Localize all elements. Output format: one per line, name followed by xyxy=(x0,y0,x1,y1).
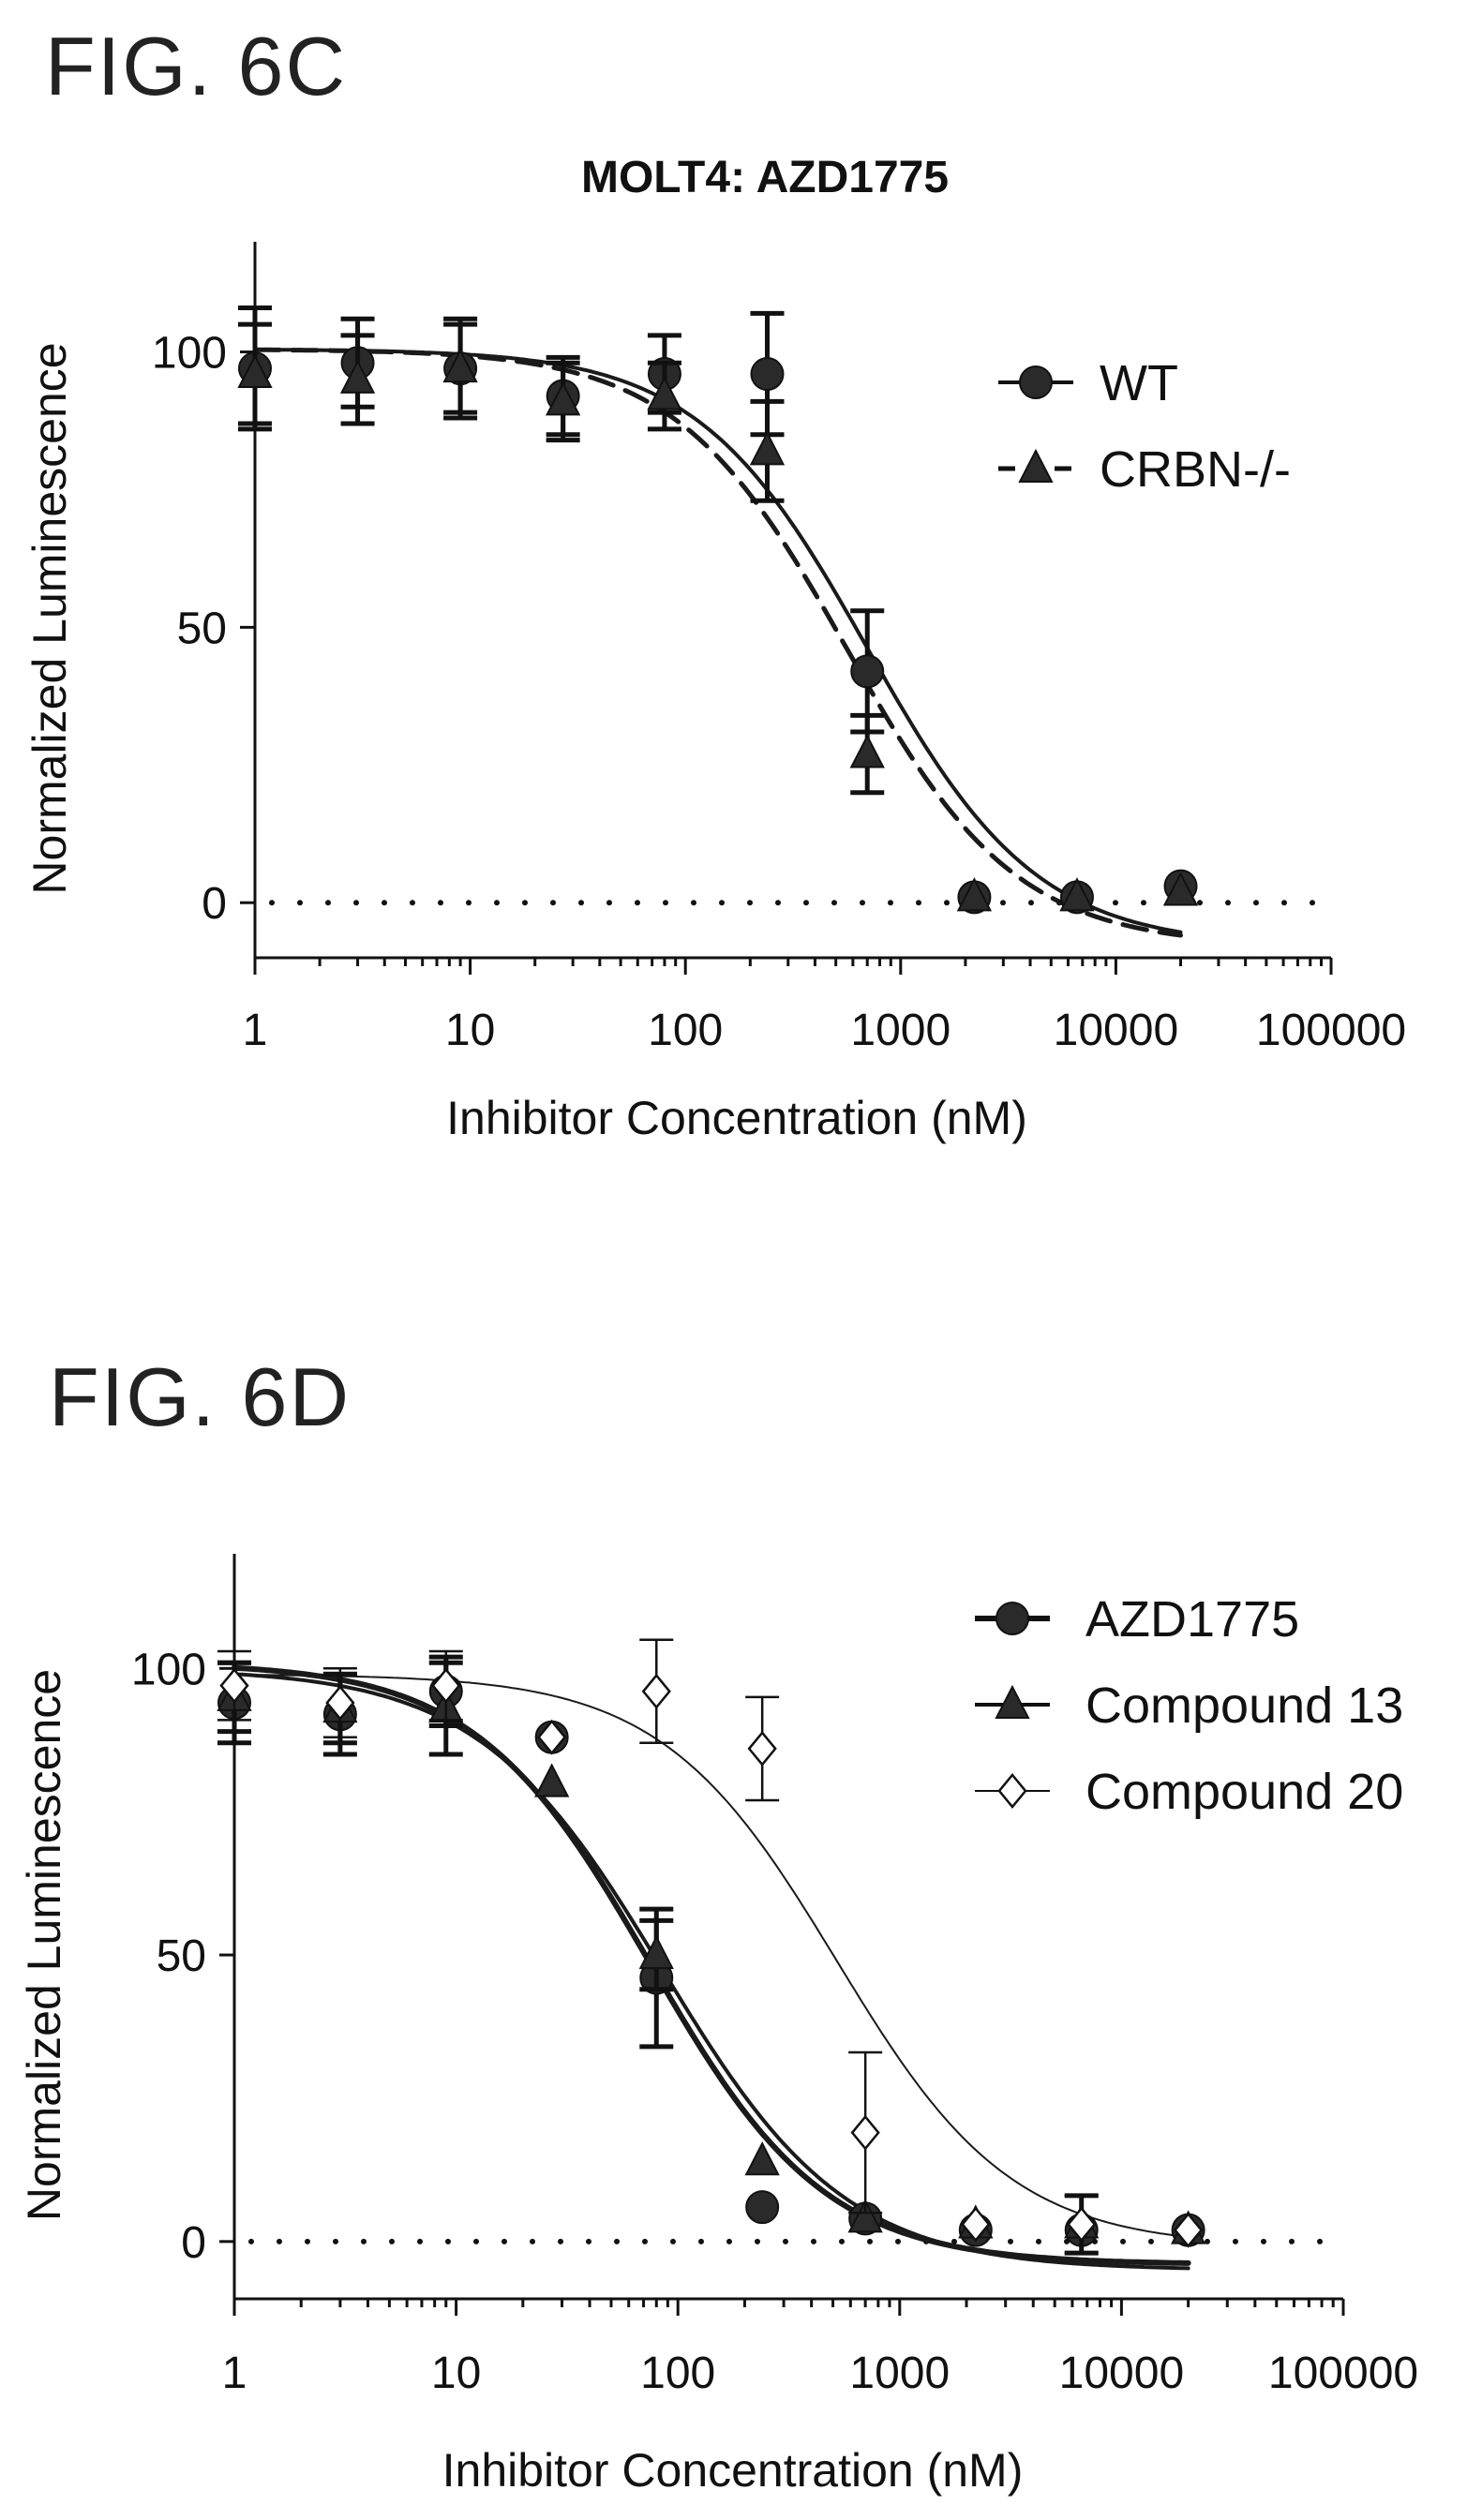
data-point-triangle xyxy=(638,1934,674,1970)
x-tick-label: 1 xyxy=(222,2349,247,2398)
legend-label: WT xyxy=(1100,355,1178,411)
data-point-diamond-open xyxy=(325,1685,355,1721)
x-tick-label: 10000 xyxy=(1054,1006,1178,1055)
legend-marker-triangle xyxy=(1018,448,1054,483)
x-tick-label: 10 xyxy=(445,1006,495,1055)
x-tick-label: 10 xyxy=(431,2349,481,2398)
y-tick-label: 100 xyxy=(152,329,227,379)
data-point-diamond-open xyxy=(961,2206,991,2243)
y-tick-label: 50 xyxy=(157,1931,206,1981)
data-point-triangle xyxy=(534,1763,570,1797)
data-point-triangle xyxy=(749,431,786,466)
data-point-triangle xyxy=(1059,877,1095,912)
data-point-diamond-open xyxy=(747,1730,777,1767)
legend: AZD1775 Compound 13 Compound 20 xyxy=(975,1591,1403,1820)
legend-marker-triangle xyxy=(995,1684,1030,1719)
data-point-diamond-open xyxy=(850,2114,880,2151)
data-point-triangle xyxy=(956,877,993,912)
fit-curve-2 xyxy=(233,1674,1190,2239)
fit-curve-0 xyxy=(253,348,1183,934)
chart-title: MOLT4: AZD1775 xyxy=(581,153,949,202)
data-point-triangle xyxy=(339,359,376,394)
figure-label-6c: FIG. 6C xyxy=(45,20,348,112)
y-axis-title: Normalized Luminescence xyxy=(18,1669,70,2221)
data-point-circle xyxy=(850,654,885,689)
chart-6d: 0 50 100 1 10 100 1000 10000 100000 Inhibitor Con… xyxy=(18,1554,1418,2497)
y-tick-label: 100 xyxy=(131,1645,206,1694)
data-point-diamond-open xyxy=(219,1667,249,1704)
data-point-diamond-open xyxy=(1174,2212,1204,2248)
fit-curve-1 xyxy=(232,1672,1190,2271)
legend-label: AZD1775 xyxy=(1085,1591,1299,1648)
legend-marker-circle xyxy=(1019,365,1053,399)
figure-label-6d: FIG. 6D xyxy=(49,1350,352,1443)
x-tick-label: 100000 xyxy=(1268,2349,1418,2398)
y-tick-label: 50 xyxy=(177,604,227,653)
x-axis-title: Inhibitor Concentration (nM) xyxy=(446,1092,1027,1144)
x-tick-label: 1000 xyxy=(850,1006,951,1055)
x-tick-label: 100000 xyxy=(1256,1006,1406,1055)
legend: WT CRBN-/- xyxy=(998,355,1291,498)
data-point-circle xyxy=(750,357,785,392)
data-point-diamond-open xyxy=(431,1667,461,1704)
x-tick-label: 1000 xyxy=(849,2349,950,2398)
fit-curve-1 xyxy=(252,347,1183,938)
data-point-triangle xyxy=(546,381,581,416)
data-point-diamond-open xyxy=(641,1673,671,1709)
y-tick-label: 0 xyxy=(181,2218,206,2268)
legend-label: Compound 20 xyxy=(1085,1764,1403,1820)
legend-marker-circle xyxy=(995,1602,1029,1635)
legend-marker-diamond-open xyxy=(997,1773,1027,1809)
data-point-circle xyxy=(745,2190,780,2225)
x-axis-title: Inhibitor Concentration (nM) xyxy=(442,2444,1024,2497)
data-point-triangle xyxy=(744,2141,780,2176)
y-axis-title: Normalized Luminescence xyxy=(23,342,76,894)
data-point-triangle xyxy=(1162,872,1199,906)
legend-label: CRBN-/- xyxy=(1100,441,1291,498)
x-tick-label: 100 xyxy=(640,2349,715,2398)
y-tick-label: 0 xyxy=(202,879,227,929)
data-point-triangle xyxy=(647,376,682,410)
x-tick-label: 10000 xyxy=(1059,2349,1184,2398)
data-point-diamond-open xyxy=(537,1719,567,1755)
chart-6c: MOLT4: AZD1775 0 50 100 1 10 100 1000 10000 10000… xyxy=(23,153,1406,1144)
x-tick-label: 100 xyxy=(648,1006,723,1055)
data-point-triangle xyxy=(442,348,478,383)
legend-label: Compound 13 xyxy=(1085,1678,1403,1734)
data-point-triangle xyxy=(847,2199,883,2233)
x-tick-label: 1 xyxy=(243,1006,268,1055)
fit-curve-0 xyxy=(232,1664,1191,2266)
data-point-diamond-open xyxy=(1067,2206,1097,2243)
data-point-triangle xyxy=(849,734,885,768)
data-point-triangle xyxy=(237,353,273,389)
